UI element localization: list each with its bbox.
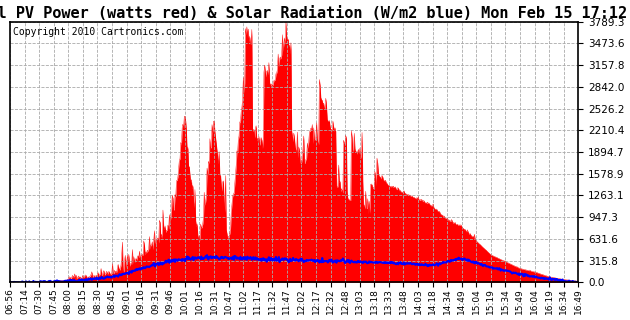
Title: Total PV Power (watts red) & Solar Radiation (W/m2 blue) Mon Feb 15 17:12: Total PV Power (watts red) & Solar Radia…: [0, 5, 627, 20]
Text: Copyright 2010 Cartronics.com: Copyright 2010 Cartronics.com: [13, 27, 183, 37]
